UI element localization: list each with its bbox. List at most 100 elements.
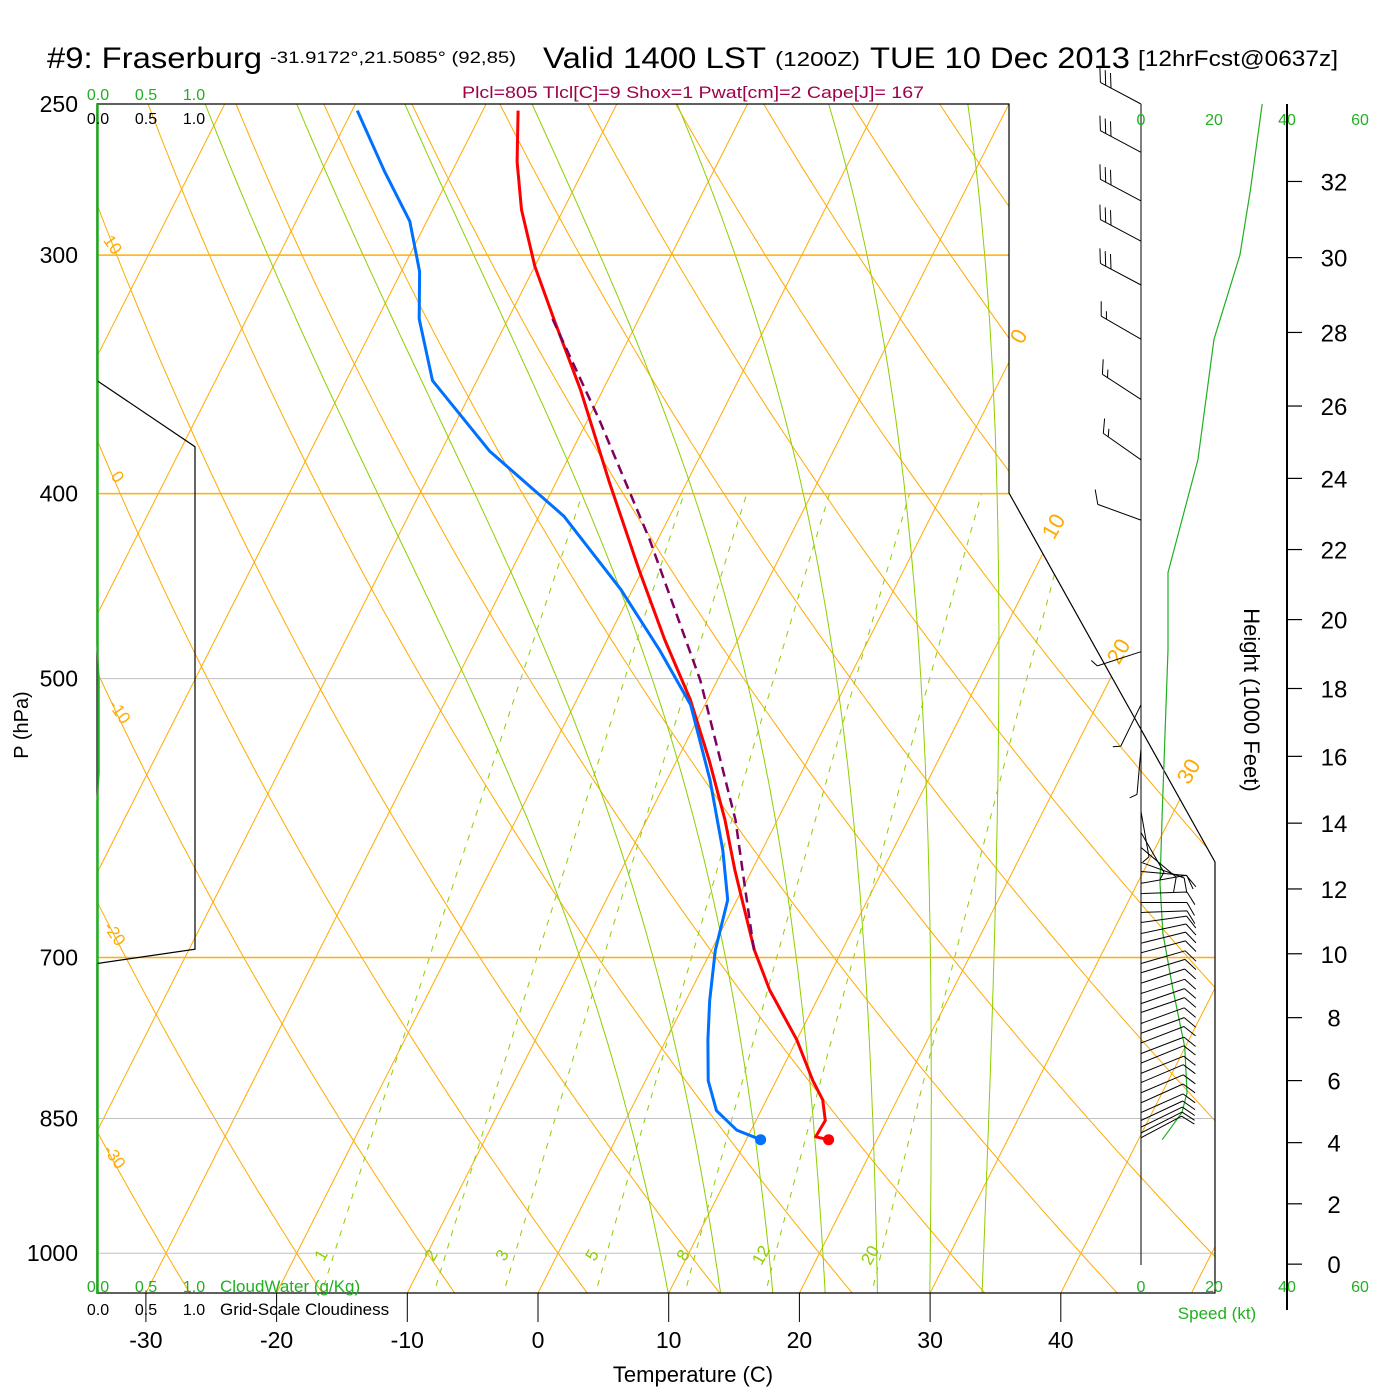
title-bar: #9: Fraserburg -31.9172°,21.5085° (92,85… xyxy=(47,42,1338,102)
wind-barb xyxy=(1140,910,1196,924)
wind-barb xyxy=(1100,301,1142,340)
height-tick-label: 28 xyxy=(1321,320,1348,347)
valid-date: TUE 10 Dec 2013 xyxy=(870,42,1130,75)
sounding-curves xyxy=(355,109,835,1146)
station-coords: -31.9172°,21.5085° (92,85) xyxy=(270,48,516,67)
mixing-ratio-line xyxy=(323,493,583,1286)
dry-adiabat-line xyxy=(134,104,854,1293)
wind-barb xyxy=(1140,1017,1197,1034)
wind-barb xyxy=(1140,891,1196,905)
forecast-info: [12hrFcst@0637z] xyxy=(1138,46,1338,71)
surface-temperature-marker xyxy=(823,1134,835,1146)
isotherm-label: 10 xyxy=(1037,509,1071,543)
wind-barb xyxy=(1140,874,1197,888)
pressure-tick-label: 850 xyxy=(40,1106,78,1132)
wind-barb xyxy=(1140,1036,1196,1055)
cloudwater-label: CloudWater (g/Kg) xyxy=(220,1277,360,1296)
temperature-tick-label: 20 xyxy=(787,1327,813,1353)
wind-barb xyxy=(1140,1093,1196,1114)
wind-barb xyxy=(1140,931,1197,944)
height-tick-label: 12 xyxy=(1321,877,1348,904)
cloudwater-tick-bottom: 1.0 xyxy=(183,1279,205,1296)
wind-barb xyxy=(1099,204,1142,242)
pressure-tick-label: 1000 xyxy=(27,1240,78,1266)
wind-barb xyxy=(1094,489,1142,521)
temperature-tick-label: -20 xyxy=(260,1327,293,1353)
pressure-tick-label: 400 xyxy=(40,481,78,507)
isotherm-line xyxy=(929,104,1215,1293)
dry-adiabat-line xyxy=(482,104,1215,1293)
cloudwater-tick-bottom: 0.0 xyxy=(87,1279,109,1296)
cloudiness-line xyxy=(96,104,196,1294)
cloudwater-tick-top: 0.5 xyxy=(135,87,157,104)
parcel-path-line xyxy=(551,318,756,956)
mixing-ratio-line xyxy=(766,493,982,1286)
isotherm-line xyxy=(406,104,1027,1293)
height-tick-label: 18 xyxy=(1321,677,1348,704)
wind-barb xyxy=(1099,248,1142,286)
wind-barb xyxy=(1099,67,1142,105)
cloudiness-tick-top: 0.0 xyxy=(87,111,109,128)
isotherm-line xyxy=(275,104,896,1293)
wind-barb xyxy=(1140,1115,1195,1139)
height-tick-label: 10 xyxy=(1321,942,1348,969)
mixing-ratio-label: 3 xyxy=(492,1246,513,1264)
wind-barb xyxy=(1140,847,1177,892)
dry-adiabat-label: 10 xyxy=(99,232,125,258)
height-tick-label: 30 xyxy=(1321,246,1348,273)
cloudiness-label: Grid-Scale Cloudiness xyxy=(220,1300,389,1319)
mixing-ratio-label: 5 xyxy=(582,1246,603,1264)
temperature-tick-label: 30 xyxy=(917,1327,943,1353)
temperature-tick-label: -10 xyxy=(391,1327,424,1353)
wind-barb xyxy=(1140,915,1197,929)
height-tick-label: 0 xyxy=(1327,1252,1340,1279)
moist-adiabat-line xyxy=(289,104,722,1293)
isotherm-line xyxy=(1190,104,1215,1293)
wind-barb xyxy=(1140,1106,1195,1128)
dry-adiabat-line xyxy=(97,104,721,1293)
dry-adiabat-line xyxy=(1352,70,1400,1294)
dry-adiabat-line xyxy=(830,104,1215,1293)
dry-adiabat-line xyxy=(97,104,456,1293)
pressure-tick-label: 300 xyxy=(40,242,78,268)
moist-adiabat-line xyxy=(523,104,826,1293)
cloudwater-line xyxy=(96,104,100,1294)
moist-adiabat-line xyxy=(396,104,774,1293)
mixing-ratio-line xyxy=(686,493,910,1286)
dry-adiabat-label: -30 xyxy=(100,1141,130,1172)
wind-barb xyxy=(1140,997,1197,1013)
station-title: #9: Fraserburg xyxy=(47,42,262,75)
mixing-ratio-label: 20 xyxy=(857,1242,883,1268)
speed-tick-bottom: 60 xyxy=(1351,1279,1369,1296)
height-tick-label: 22 xyxy=(1321,538,1348,565)
speed-tick-top: 0 xyxy=(1137,112,1146,129)
isotherm-line xyxy=(97,104,243,1293)
y-axis-label: P (hPa) xyxy=(11,691,33,758)
dry-adiabat-label: -20 xyxy=(100,918,130,949)
wind-barb xyxy=(1140,1100,1196,1121)
speed-tick-top: 20 xyxy=(1205,112,1223,129)
cloudwater-tick-bottom: 0.5 xyxy=(135,1279,157,1296)
height-tick-label: 2 xyxy=(1327,1192,1340,1219)
temperature-tick-label: 40 xyxy=(1048,1327,1074,1353)
pressure-tick-label: 250 xyxy=(40,91,78,117)
mixing-ratio-line xyxy=(597,493,830,1286)
mixing-ratio-label: 1 xyxy=(311,1246,332,1264)
dry-adiabat-line xyxy=(97,104,191,1293)
wind-barb xyxy=(1140,978,1197,994)
wind-barb xyxy=(1140,1055,1196,1074)
moist-adiabat-line xyxy=(198,104,669,1293)
dry-adiabat-line xyxy=(569,104,1215,1293)
isotherm-line xyxy=(145,104,766,1293)
wind-barb xyxy=(1140,1045,1196,1064)
height-tick-label: 8 xyxy=(1327,1006,1340,1033)
cloudiness-tick-top: 1.0 xyxy=(183,111,205,128)
height-tick-label: 14 xyxy=(1321,811,1348,838)
cloudiness-tick-top: 0.5 xyxy=(135,111,157,128)
cloudwater-tick-top: 0.0 xyxy=(87,87,109,104)
pressure-tick-label: 700 xyxy=(40,945,78,971)
valid-time: Valid 1400 LST xyxy=(543,42,766,75)
wind-barb xyxy=(1140,950,1197,964)
